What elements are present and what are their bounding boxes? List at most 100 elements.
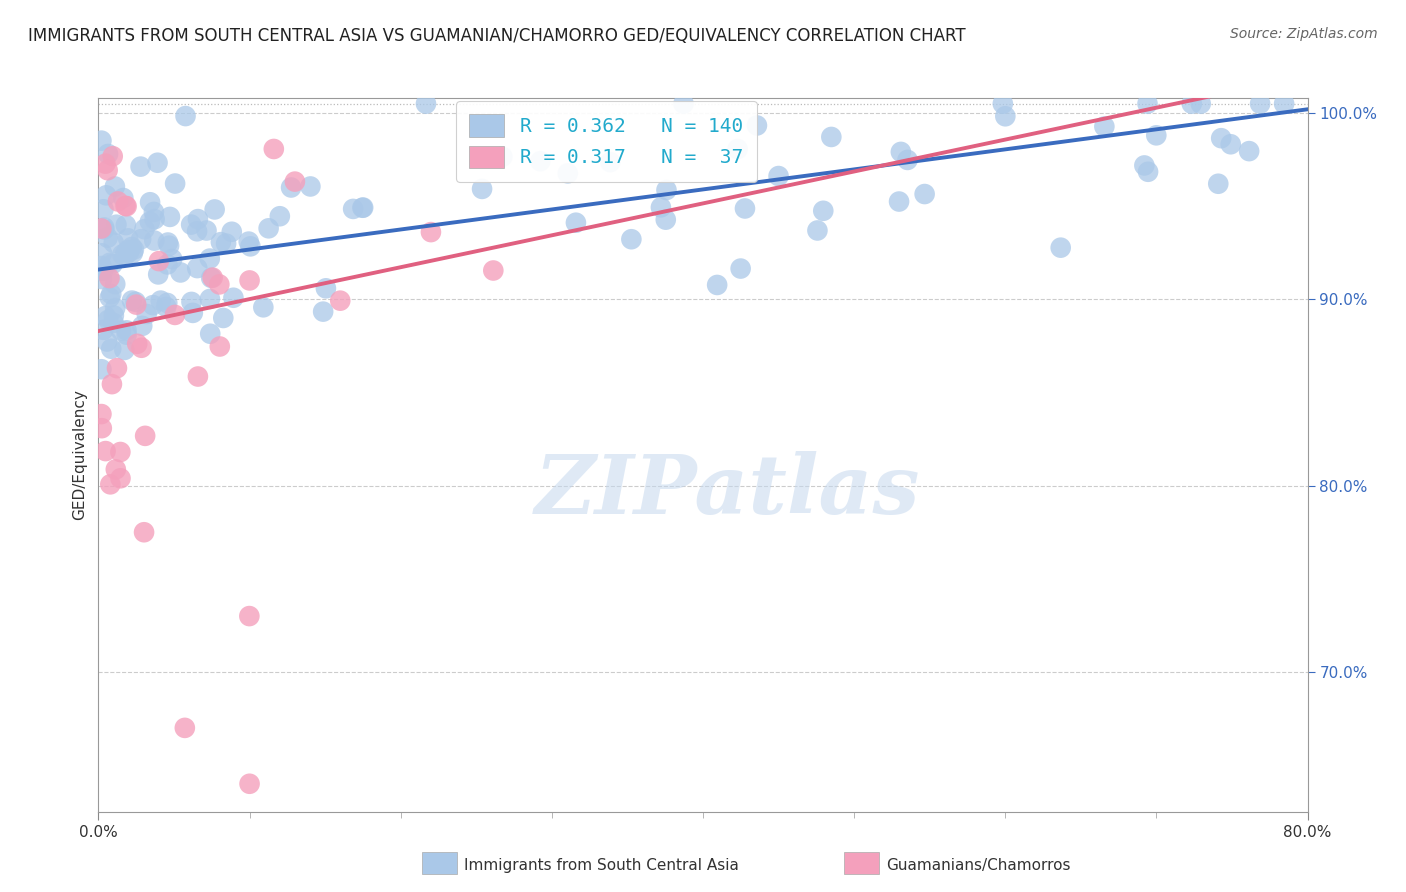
Point <box>806 223 828 237</box>
Point <box>415 96 437 111</box>
Point <box>96 334 118 349</box>
Point <box>813 203 835 218</box>
Point <box>122 245 145 260</box>
Text: Guamanians/Chamorros: Guamanians/Chamorros <box>886 858 1070 872</box>
Point <box>93 323 115 337</box>
Point <box>105 361 128 376</box>
Point <box>914 187 936 202</box>
Point <box>97 163 120 178</box>
Point <box>208 277 231 292</box>
Point <box>110 445 132 459</box>
Point <box>212 310 235 325</box>
Point <box>1237 144 1260 158</box>
Point <box>198 292 221 306</box>
Point <box>90 421 112 435</box>
Point <box>180 294 202 309</box>
Point <box>148 268 170 282</box>
Point <box>1049 241 1071 255</box>
Point <box>105 218 128 232</box>
Point <box>263 142 285 156</box>
Point <box>482 263 505 277</box>
Point <box>565 216 588 230</box>
Point <box>129 160 152 174</box>
Point <box>156 296 179 310</box>
Point <box>420 225 443 239</box>
Point <box>730 261 752 276</box>
Point <box>299 179 322 194</box>
Point <box>491 150 513 164</box>
Point <box>115 199 138 213</box>
Point <box>201 270 224 285</box>
Point <box>156 235 179 250</box>
Point <box>1219 137 1241 152</box>
Point <box>131 341 153 355</box>
Text: Source: ZipAtlas.com: Source: ZipAtlas.com <box>1230 27 1378 41</box>
Point <box>101 149 124 163</box>
Point <box>115 327 138 342</box>
Point <box>1136 96 1159 111</box>
Point <box>1211 131 1233 145</box>
Point <box>1189 96 1212 111</box>
Point <box>672 96 695 111</box>
Point <box>620 232 643 246</box>
Point <box>257 221 280 235</box>
Point <box>200 326 222 341</box>
Point <box>100 287 122 301</box>
Point <box>94 444 117 458</box>
Point <box>94 156 117 170</box>
Point <box>650 200 672 214</box>
Point <box>111 247 134 261</box>
Point <box>209 235 232 249</box>
Point <box>101 377 124 392</box>
Point <box>187 369 209 384</box>
Point <box>155 300 177 314</box>
Point <box>125 297 148 311</box>
Text: ZIPatlas: ZIPatlas <box>534 450 920 531</box>
Point <box>98 256 121 270</box>
Point <box>238 235 260 249</box>
Point <box>187 212 209 227</box>
Point <box>329 293 352 308</box>
Y-axis label: GED/Equivalency: GED/Equivalency <box>72 390 87 520</box>
Point <box>1133 158 1156 172</box>
Point <box>90 272 112 286</box>
Point <box>110 324 132 338</box>
Point <box>91 264 114 278</box>
Point <box>90 221 112 235</box>
Point <box>146 155 169 169</box>
Point <box>117 243 139 257</box>
Point <box>118 245 141 260</box>
Point <box>142 298 165 312</box>
Point <box>103 316 125 330</box>
Point <box>134 222 156 236</box>
Point <box>134 429 156 443</box>
Point <box>896 153 918 167</box>
Point <box>994 109 1017 123</box>
Point <box>352 201 374 215</box>
Point <box>239 777 262 791</box>
Point <box>142 205 165 219</box>
Point <box>157 238 180 252</box>
Point <box>93 202 115 217</box>
Point <box>706 277 728 292</box>
Point <box>315 281 337 295</box>
Point <box>97 147 120 161</box>
Point <box>655 212 678 227</box>
Point <box>159 210 181 224</box>
Point <box>208 339 231 353</box>
Point <box>103 235 125 250</box>
Point <box>1181 96 1204 111</box>
Point <box>165 177 187 191</box>
Text: IMMIGRANTS FROM SOUTH CENTRAL ASIA VS GUAMANIAN/CHAMORRO GED/EQUIVALENCY CORRELA: IMMIGRANTS FROM SOUTH CENTRAL ASIA VS GU… <box>28 27 966 45</box>
Point <box>114 249 136 263</box>
Point <box>280 180 302 194</box>
Point <box>148 254 170 268</box>
Point <box>186 261 208 276</box>
Point <box>1206 177 1229 191</box>
Point <box>887 194 910 209</box>
Point <box>1249 96 1271 111</box>
Point <box>599 155 621 169</box>
Point <box>727 142 749 156</box>
Point <box>745 119 768 133</box>
Point <box>143 212 166 227</box>
